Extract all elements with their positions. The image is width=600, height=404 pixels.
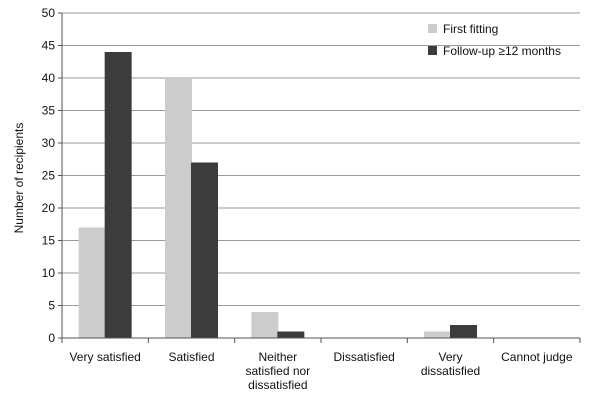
y-axis-label: Number of recipients <box>12 123 26 234</box>
category-label-line: Cannot judge <box>501 350 573 364</box>
axes <box>61 13 581 343</box>
legend-swatch <box>428 46 437 55</box>
legend-swatch <box>428 24 437 33</box>
y-tick-label: 15 <box>42 234 56 248</box>
category-label: Cannot judge <box>501 350 573 364</box>
bar-first-fitting-4 <box>424 331 451 338</box>
bar-first-fitting-1 <box>165 78 192 338</box>
bar-follow-up-1 <box>191 162 218 338</box>
legend: First fitting Follow-up ≥12 months <box>428 22 561 58</box>
category-label-line: Neither <box>258 350 297 364</box>
y-tick-label: 30 <box>42 136 56 150</box>
category-label-line: Dissatisfied <box>333 350 394 364</box>
y-tick-label: 10 <box>42 266 56 280</box>
category-label: Very satisfied <box>69 350 140 364</box>
bar-first-fitting-0 <box>78 227 106 338</box>
grid-lines <box>58 12 580 339</box>
y-tick-label: 35 <box>42 104 56 118</box>
y-tick-labels: 0 5 10 15 20 25 30 35 40 45 50 <box>42 6 56 345</box>
y-tick-label: 0 <box>48 331 55 345</box>
legend-label: First fitting <box>443 22 498 36</box>
y-tick-label: 50 <box>42 6 56 20</box>
bar-follow-up-2 <box>277 331 305 338</box>
category-label: Neither satisfied nor dissatisfied <box>245 350 310 392</box>
category-label-line: dissatisfied <box>421 364 480 378</box>
bar-follow-up-0 <box>104 52 132 338</box>
y-tick-label: 40 <box>42 71 56 85</box>
category-labels: Very satisfied Satisfied Neither satisfied … <box>69 350 572 392</box>
category-label-line: satisfied nor <box>245 364 310 378</box>
y-tick-label: 25 <box>42 169 56 183</box>
category-label-line: Very satisfied <box>69 350 140 364</box>
bar-follow-up-4 <box>450 325 477 338</box>
y-tick-label: 20 <box>42 201 56 215</box>
y-tick-label: 5 <box>48 299 55 313</box>
category-label: Very dissatisfied <box>421 350 480 378</box>
category-label: Satisfied <box>168 350 214 364</box>
category-label-line: Satisfied <box>168 350 214 364</box>
category-label-line: dissatisfied <box>248 378 307 392</box>
category-label: Dissatisfied <box>333 350 394 364</box>
legend-label: Follow-up ≥12 months <box>443 44 561 58</box>
category-label-line: Very <box>438 350 462 364</box>
bar-first-fitting-2 <box>251 312 279 338</box>
bars <box>78 52 477 338</box>
y-tick-label: 45 <box>42 39 56 53</box>
